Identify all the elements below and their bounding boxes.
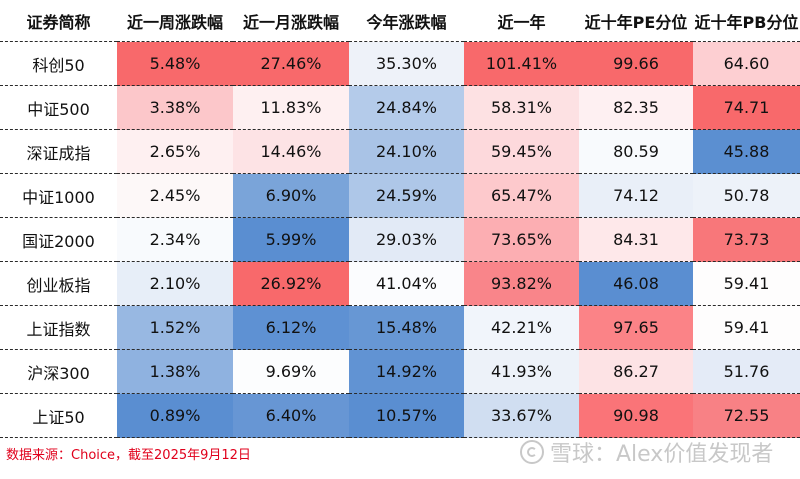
- heatmap-cell: 97.65: [579, 305, 693, 350]
- heatmap-cell: 41.93%: [464, 349, 579, 394]
- row-label: 创业板指: [0, 261, 117, 306]
- heatmap-cell: 59.45%: [464, 129, 579, 174]
- watermark-text: 雪球：Alex价值发现者: [550, 442, 774, 467]
- heatmap-cell: 86.27: [579, 349, 693, 394]
- table-row: 深证成指 2.65% 14.46% 24.10% 59.45% 80.59 45.88: [0, 129, 800, 174]
- heatmap-table: 证券简称 近一周涨跌幅 近一月涨跌幅 今年涨跌幅 近一年 近十年PE分位 近十年PB分位 科…: [0, 0, 800, 438]
- heatmap-cell: 27.46%: [233, 41, 349, 86]
- heatmap-cell: 73.65%: [464, 217, 579, 262]
- snowball-icon: [520, 440, 544, 464]
- row-label: 上证指数: [0, 305, 117, 350]
- heatmap-cell: 14.46%: [233, 129, 349, 174]
- heatmap-cell: 72.55: [693, 393, 800, 438]
- column-header: 近一周涨跌幅: [117, 0, 233, 42]
- column-header: 近一月涨跌幅: [233, 0, 349, 42]
- heatmap-cell: 80.59: [579, 129, 693, 174]
- heatmap-cell: 64.60: [693, 41, 800, 86]
- column-header: 近十年PB分位: [693, 0, 800, 42]
- heatmap-cell: 3.38%: [117, 85, 233, 130]
- heatmap-cell: 24.84%: [349, 85, 464, 130]
- heatmap-cell: 50.78: [693, 173, 800, 218]
- heatmap-cell: 65.47%: [464, 173, 579, 218]
- heatmap-cell: 2.45%: [117, 173, 233, 218]
- row-label: 深证成指: [0, 129, 117, 174]
- heatmap-cell: 6.12%: [233, 305, 349, 350]
- heatmap-cell: 101.41%: [464, 41, 579, 86]
- heatmap-cell: 6.40%: [233, 393, 349, 438]
- heatmap-cell: 15.48%: [349, 305, 464, 350]
- heatmap-cell: 35.30%: [349, 41, 464, 86]
- heatmap-cell: 1.52%: [117, 305, 233, 350]
- heatmap-cell: 42.21%: [464, 305, 579, 350]
- row-label: 上证50: [0, 393, 117, 438]
- table-row: 中证500 3.38% 11.83% 24.84% 58.31% 82.35 74.71: [0, 85, 800, 130]
- table-row: 上证指数 1.52% 6.12% 15.48% 42.21% 97.65 59.41: [0, 305, 800, 350]
- column-header: 证券简称: [0, 0, 117, 42]
- table-row: 上证50 0.89% 6.40% 10.57% 33.67% 90.98 72.55: [0, 393, 800, 438]
- column-header: 今年涨跌幅: [349, 0, 464, 42]
- column-header: 近十年PE分位: [579, 0, 693, 42]
- heatmap-cell: 99.66: [579, 41, 693, 86]
- heatmap-cell: 9.69%: [233, 349, 349, 394]
- heatmap-cell: 82.35: [579, 85, 693, 130]
- heatmap-cell: 2.10%: [117, 261, 233, 306]
- row-label: 沪深300: [0, 349, 117, 394]
- heatmap-cell: 74.71: [693, 85, 800, 130]
- table-row: 科创50 5.48% 27.46% 35.30% 101.41% 99.66 64.60: [0, 41, 800, 86]
- heatmap-cell: 5.48%: [117, 41, 233, 86]
- heatmap-cell: 14.92%: [349, 349, 464, 394]
- table-row: 中证1000 2.45% 6.90% 24.59% 65.47% 74.12 50.78: [0, 173, 800, 218]
- heatmap-cell: 26.92%: [233, 261, 349, 306]
- heatmap-cell: 10.57%: [349, 393, 464, 438]
- row-label: 国证2000: [0, 217, 117, 262]
- heatmap-cell: 58.31%: [464, 85, 579, 130]
- heatmap-cell: 33.67%: [464, 393, 579, 438]
- heatmap-cell: 2.34%: [117, 217, 233, 262]
- header-row: 证券简称 近一周涨跌幅 近一月涨跌幅 今年涨跌幅 近一年 近十年PE分位 近十年PB分位: [0, 0, 800, 42]
- heatmap-cell: 29.03%: [349, 217, 464, 262]
- heatmap-cell: 24.10%: [349, 129, 464, 174]
- heatmap-cell: 5.99%: [233, 217, 349, 262]
- heatmap-cell: 2.65%: [117, 129, 233, 174]
- table-row: 创业板指 2.10% 26.92% 41.04% 93.82% 46.08 59.41: [0, 261, 800, 306]
- table-row: 沪深300 1.38% 9.69% 14.92% 41.93% 86.27 51.76: [0, 349, 800, 394]
- row-label: 科创50: [0, 41, 117, 86]
- heatmap-cell: 46.08: [579, 261, 693, 306]
- heatmap-cell: 59.41: [693, 261, 800, 306]
- heatmap-cell: 6.90%: [233, 173, 349, 218]
- heatmap-cell: 73.73: [693, 217, 800, 262]
- heatmap-cell: 11.83%: [233, 85, 349, 130]
- column-header: 近一年: [464, 0, 579, 42]
- heatmap-cell: 51.76: [693, 349, 800, 394]
- row-label: 中证1000: [0, 173, 117, 218]
- heatmap-cell: 59.41: [693, 305, 800, 350]
- heatmap-cell: 41.04%: [349, 261, 464, 306]
- table-row: 国证2000 2.34% 5.99% 29.03% 73.65% 84.31 73.73: [0, 217, 800, 262]
- heatmap-cell: 24.59%: [349, 173, 464, 218]
- row-label: 中证500: [0, 85, 117, 130]
- watermark: 雪球：Alex价值发现者: [520, 436, 773, 468]
- heatmap-cell: 45.88: [693, 129, 800, 174]
- heatmap-cell: 74.12: [579, 173, 693, 218]
- heatmap-cell: 0.89%: [117, 393, 233, 438]
- heatmap-cell: 84.31: [579, 217, 693, 262]
- heatmap-cell: 1.38%: [117, 349, 233, 394]
- heatmap-cell: 90.98: [579, 393, 693, 438]
- heatmap-cell: 93.82%: [464, 261, 579, 306]
- data-source-note: 数据来源：Choice，截至2025年9月12日: [6, 448, 251, 463]
